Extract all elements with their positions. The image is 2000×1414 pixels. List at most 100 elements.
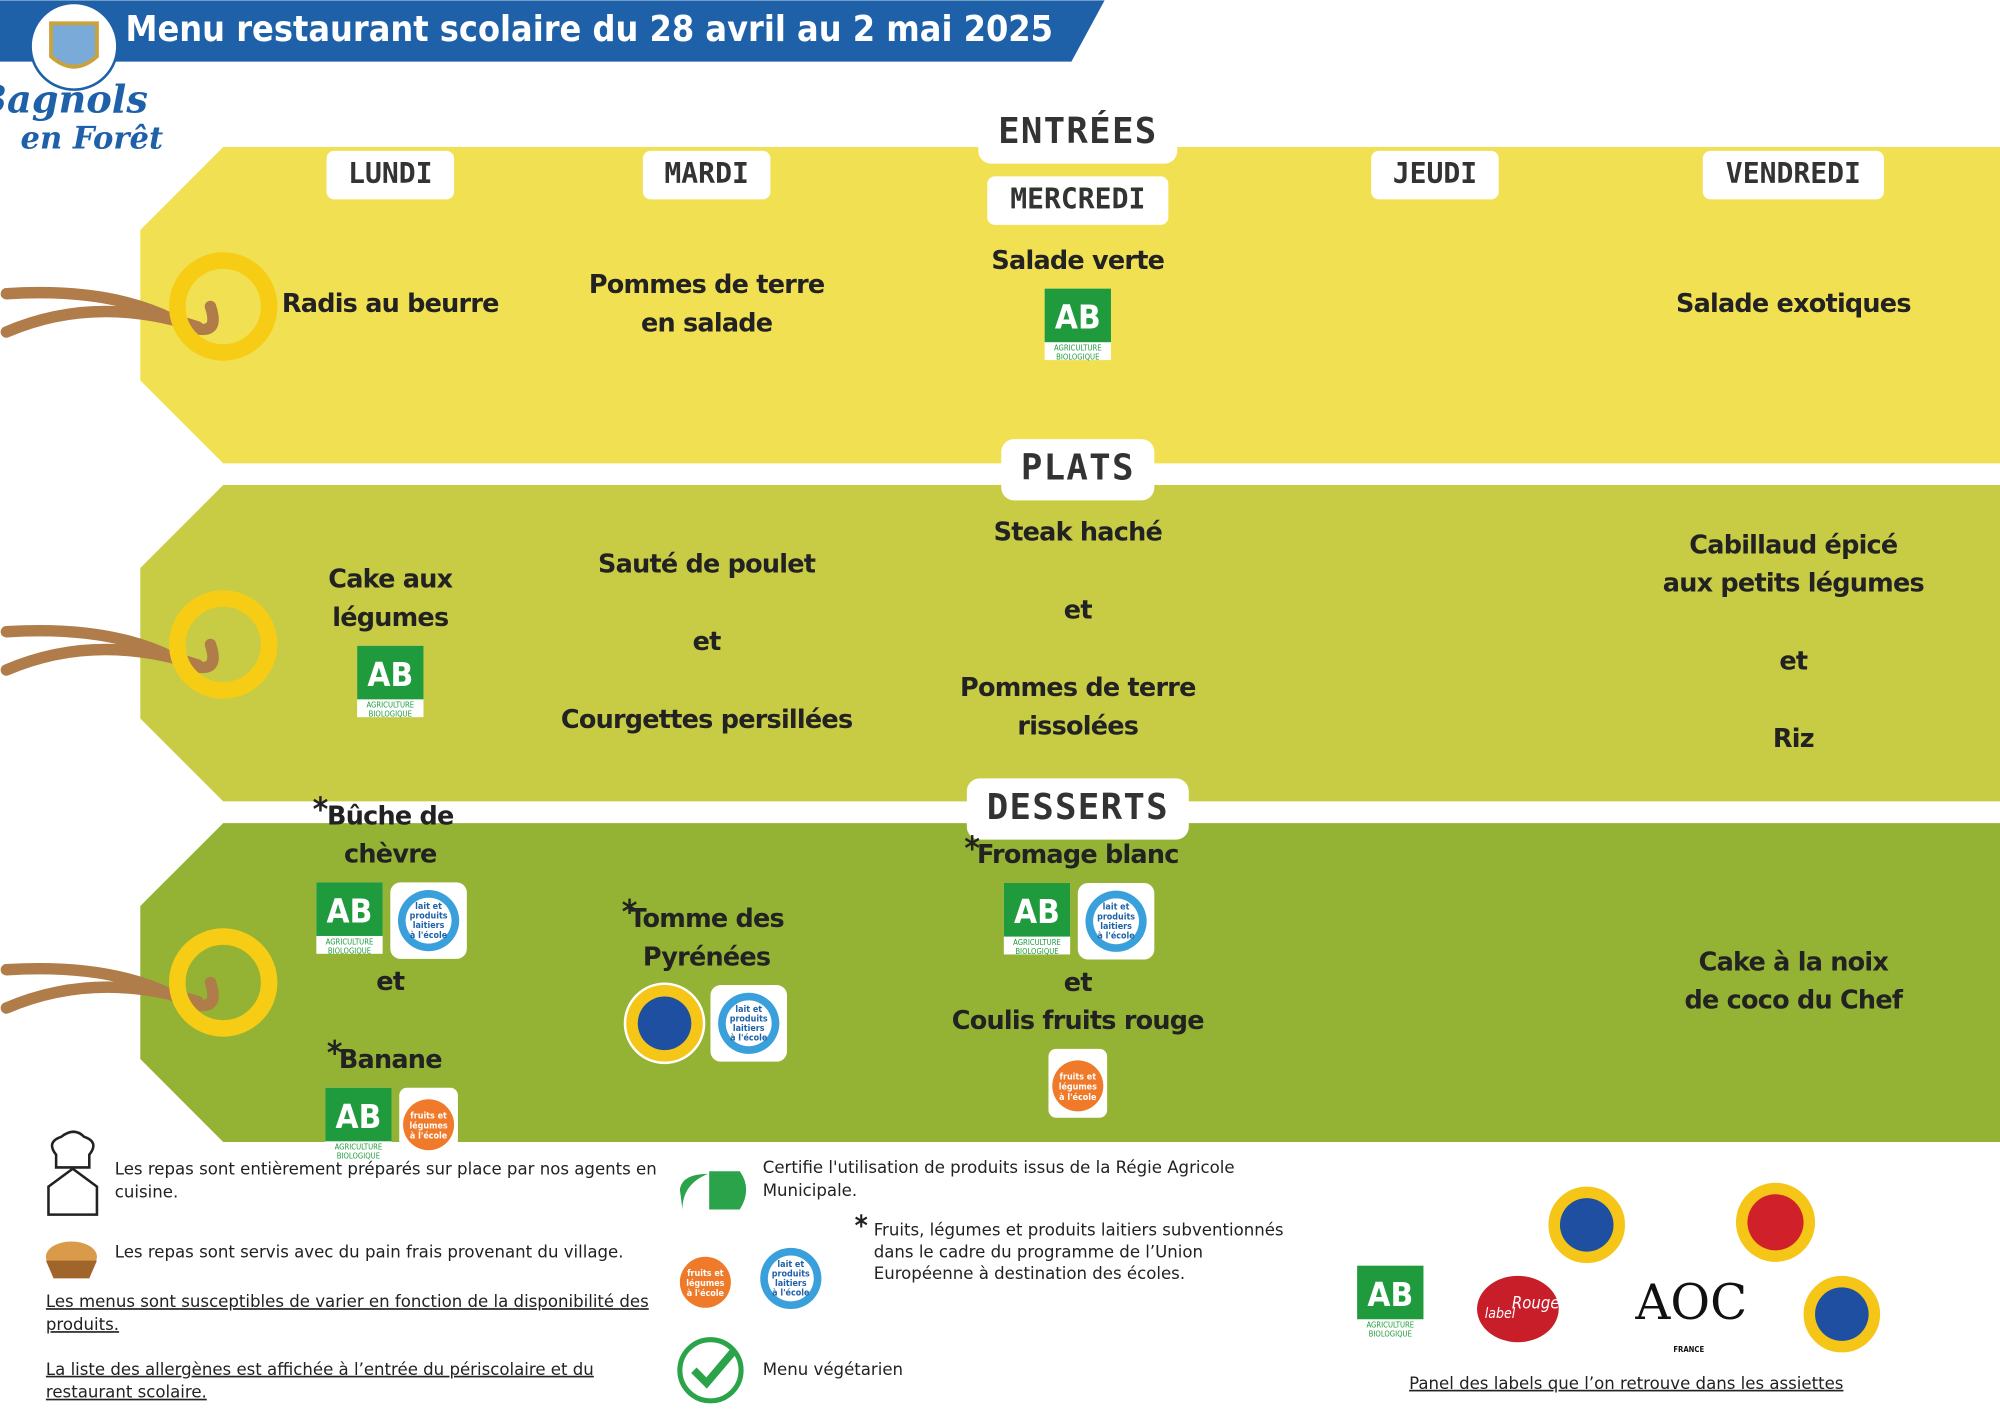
lait-logo-text: laitiers — [733, 1024, 765, 1034]
fruits-blob — [1052, 1060, 1104, 1112]
dish: et — [1779, 646, 1808, 676]
fruits-logo-text: légumes — [686, 1278, 724, 1289]
lait-logo-text: laitiers — [413, 921, 445, 931]
fruits-logo-text: fruits et — [1060, 1072, 1097, 1082]
ab-logo-text: AB — [1055, 298, 1101, 337]
ab-logo-bg — [1357, 1265, 1424, 1320]
dish: aux petits légumes — [1663, 569, 1924, 599]
day-box — [1371, 150, 1499, 200]
crest-shield — [49, 21, 99, 69]
dish: Tomme des — [629, 904, 784, 934]
ab-logo-text: AB — [1367, 1275, 1413, 1314]
legend-text: produits. — [46, 1315, 119, 1334]
section-band — [140, 823, 2000, 1142]
dish: et — [376, 967, 405, 997]
ab-logo-sub: AGRICULTURE — [1366, 1321, 1414, 1330]
lait-logo-text: produits — [1097, 912, 1135, 922]
legend-text: Menu végétarien — [763, 1360, 903, 1379]
dish: Cabillaud épicé — [1689, 530, 1898, 560]
house-icon — [47, 1167, 99, 1216]
fruits-logo-text: à l'école — [410, 1131, 448, 1142]
legend-text: Les repas sont entièrement préparés sur … — [115, 1160, 657, 1179]
dish: Pommes de terre — [960, 673, 1196, 703]
day-label: MARDI — [664, 157, 748, 190]
lait-logo-text: à l'école — [772, 1288, 810, 1299]
ab-logo-sub: AGRICULTURE — [366, 701, 414, 710]
star: * — [313, 789, 329, 828]
dish: Riz — [1773, 724, 1814, 754]
ab-logo-text: AB — [367, 655, 413, 694]
ab-logo-bg — [325, 1087, 392, 1142]
legend-text: Municipale. — [763, 1181, 857, 1200]
ab-logo-sub: BIOLOGIQUE — [1369, 1330, 1412, 1339]
lait-logo-text: laitiers — [775, 1279, 807, 1289]
fruits-blob — [403, 1099, 455, 1151]
ab-logo-sub: BIOLOGIQUE — [369, 710, 412, 719]
dish: de coco du Chef — [1685, 986, 1904, 1016]
dish: chèvre — [344, 840, 437, 870]
lait-logo-text: à l'école — [1097, 930, 1135, 941]
dish: Coulis fruits rouge — [952, 1006, 1204, 1036]
legend-text: Les repas sont servis avec du pain frais… — [115, 1242, 624, 1261]
igp-logo-inner — [1815, 1287, 1869, 1341]
dish: Pommes de terre — [589, 270, 825, 300]
day-label: JEUDI — [1393, 157, 1477, 190]
label-rouge-logo — [1477, 1275, 1559, 1343]
tag-ring — [169, 252, 278, 361]
legend-text: restaurant scolaire. — [46, 1383, 207, 1402]
dish: et — [1064, 595, 1093, 625]
fruits-logo-text: à l'école — [1059, 1092, 1097, 1103]
dish: Banane — [339, 1045, 442, 1075]
dish: et — [693, 627, 722, 657]
section-title-box — [966, 778, 1189, 840]
day-label: LUNDI — [348, 157, 432, 190]
ab-logo-text: AB — [1014, 892, 1060, 931]
lait-logo-text: à l'école — [730, 1032, 768, 1043]
tag-ring — [169, 590, 278, 699]
ab-logo-sub: AGRICULTURE — [1054, 344, 1102, 353]
ab-logo-bg — [1044, 288, 1111, 343]
vege-icon — [677, 1337, 744, 1404]
ab-logo-sub: BIOLOGIQUE — [1015, 947, 1058, 956]
fruits-logo-text: fruits et — [687, 1269, 724, 1279]
label-rouge-text: Rouge — [1512, 1293, 1560, 1312]
fruits-logo-text: légumes — [1059, 1082, 1097, 1093]
day-box — [326, 150, 455, 200]
igp-logo-inner — [1559, 1198, 1614, 1252]
dish: Sauté de poulet — [598, 549, 816, 579]
dish: rissolées — [1017, 711, 1138, 741]
dish: en salade — [641, 308, 773, 338]
section-title: ENTRÉES — [998, 110, 1157, 152]
dish: Cake à la noix — [1699, 947, 1890, 977]
lait-splash-inner — [1093, 898, 1140, 945]
legend-text: Européenne à destination des écoles. — [874, 1264, 1185, 1283]
day-label: VENDREDI — [1726, 157, 1861, 190]
ab-logo-sub: BIOLOGIQUE — [328, 946, 371, 955]
lait-logo-text: lait et — [735, 1005, 762, 1015]
lait-logo-text: laitiers — [1100, 922, 1132, 932]
legend-text: La liste des allergènes est affichée à l… — [46, 1360, 594, 1379]
section-title-box — [1001, 439, 1155, 501]
vege-check — [691, 1347, 738, 1389]
tag-ring — [169, 928, 278, 1037]
lait-logo-text: produits — [410, 912, 448, 922]
dish: Steak haché — [994, 518, 1163, 548]
ab-logo-bg — [1003, 883, 1071, 937]
title: Menu restaurant scolaire du 28 avril au … — [126, 9, 1053, 50]
fruits-logo-text: fruits et — [410, 1111, 447, 1121]
lait-splash-inner — [725, 1000, 772, 1047]
legend-text: Fruits, légumes et produits laitiers sub… — [874, 1221, 1284, 1240]
lait-logo-text: produits — [730, 1014, 768, 1024]
dish: Pyrénées — [643, 942, 770, 972]
lait-logo-text: lait et — [415, 902, 442, 912]
day-label: MERCREDI — [1010, 183, 1145, 216]
ab-logo-sub: AGRICULTURE — [335, 1143, 383, 1152]
day-box — [987, 176, 1169, 225]
lait-splash-inner — [767, 1255, 814, 1302]
label-rouge-text: label — [1485, 1306, 1516, 1322]
ab-logo-bg — [357, 645, 424, 700]
lait-logo-text: produits — [772, 1269, 810, 1279]
fruits-logo-text: légumes — [409, 1121, 447, 1132]
igp-logo-inner — [637, 996, 692, 1051]
